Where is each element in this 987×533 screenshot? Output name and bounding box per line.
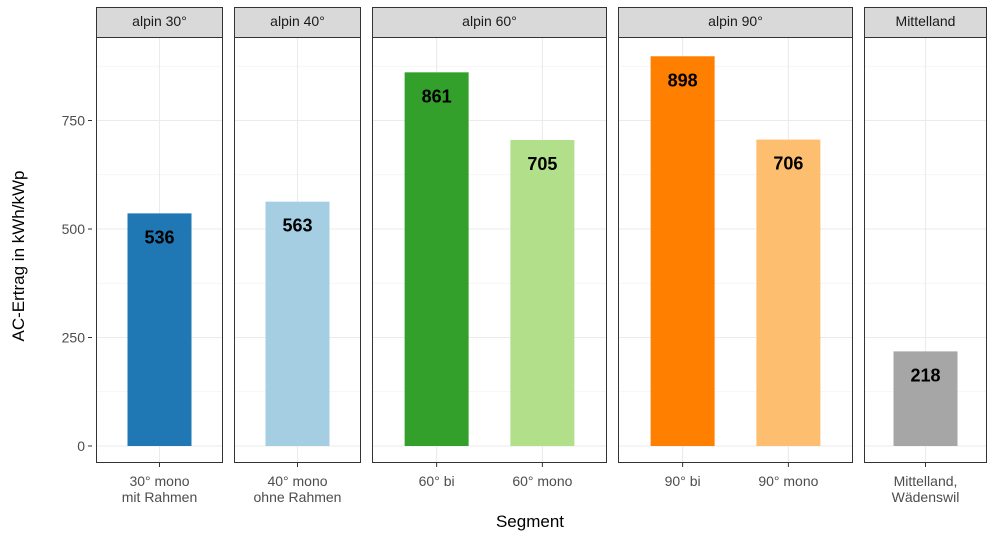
bar-value-label: 706 bbox=[773, 154, 803, 174]
y-axis-title: AC-Ertrag in kWh/kWp bbox=[9, 171, 28, 342]
panel-border bbox=[618, 37, 853, 463]
y-axis: 0 250 500 750 bbox=[62, 113, 92, 454]
facet-strip bbox=[618, 7, 853, 38]
x-tick-label: 60° bi bbox=[419, 473, 455, 489]
x-tick-label: 60° mono bbox=[512, 473, 572, 489]
bar bbox=[650, 56, 715, 446]
y-tick-label: 500 bbox=[62, 221, 86, 237]
bar-value-label: 563 bbox=[282, 216, 312, 236]
x-tick-label: 40° mono ohne Rahmen bbox=[254, 473, 342, 505]
bar-value-label: 536 bbox=[144, 227, 174, 247]
bar-value-label: 705 bbox=[527, 154, 557, 174]
bar bbox=[510, 140, 575, 446]
facet-panel: alpin 60° 861 60° bi 705 60° mono bbox=[372, 7, 607, 489]
y-tick-label: 250 bbox=[62, 330, 86, 346]
facet-panel: alpin 40° 563 40° mono ohne Rahmen bbox=[234, 7, 361, 505]
facet-strip bbox=[372, 7, 607, 38]
x-tick-label: 90° bi bbox=[665, 473, 701, 489]
panel-border bbox=[96, 37, 223, 463]
y-tick-label: 750 bbox=[62, 113, 86, 129]
bar bbox=[756, 139, 821, 446]
facet-strip-label: alpin 90° bbox=[708, 13, 763, 29]
y-tick-label: 0 bbox=[77, 438, 85, 454]
facet-strip-label: alpin 30° bbox=[132, 13, 187, 29]
bar-value-label: 861 bbox=[422, 86, 452, 106]
bar bbox=[404, 72, 469, 447]
facet-panel: alpin 30° 536 30° mono mit Rahmen bbox=[96, 7, 223, 505]
bar bbox=[893, 351, 958, 446]
facet-strip-label: alpin 60° bbox=[462, 13, 517, 29]
facet-strip bbox=[96, 7, 223, 38]
facet-strip-label: Mittelland bbox=[896, 13, 956, 29]
panel-border bbox=[234, 37, 361, 463]
bar bbox=[127, 213, 192, 446]
panel-border bbox=[372, 37, 607, 463]
x-axis-title: Segment bbox=[496, 512, 564, 531]
bar-value-label: 218 bbox=[910, 365, 940, 385]
x-tick-label: 30° mono mit Rahmen bbox=[122, 473, 197, 505]
facet-strip-label: alpin 40° bbox=[270, 13, 325, 29]
facet-strip bbox=[864, 7, 987, 38]
facet-panel: alpin 90° 898 90° bi 706 90° mono bbox=[618, 7, 853, 489]
facet-strip bbox=[234, 7, 361, 38]
x-tick-label: 90° mono bbox=[758, 473, 818, 489]
x-tick-label: Mittelland, Wädenswil bbox=[892, 473, 960, 505]
facet-panel: Mittelland 218 Mittelland, Wädenswil bbox=[864, 7, 987, 505]
bar-value-label: 898 bbox=[668, 70, 698, 90]
facet-panels: alpin 30° 536 30° mono mit Rahmen alpin 40° 5… bbox=[96, 7, 987, 505]
bar bbox=[265, 201, 330, 446]
